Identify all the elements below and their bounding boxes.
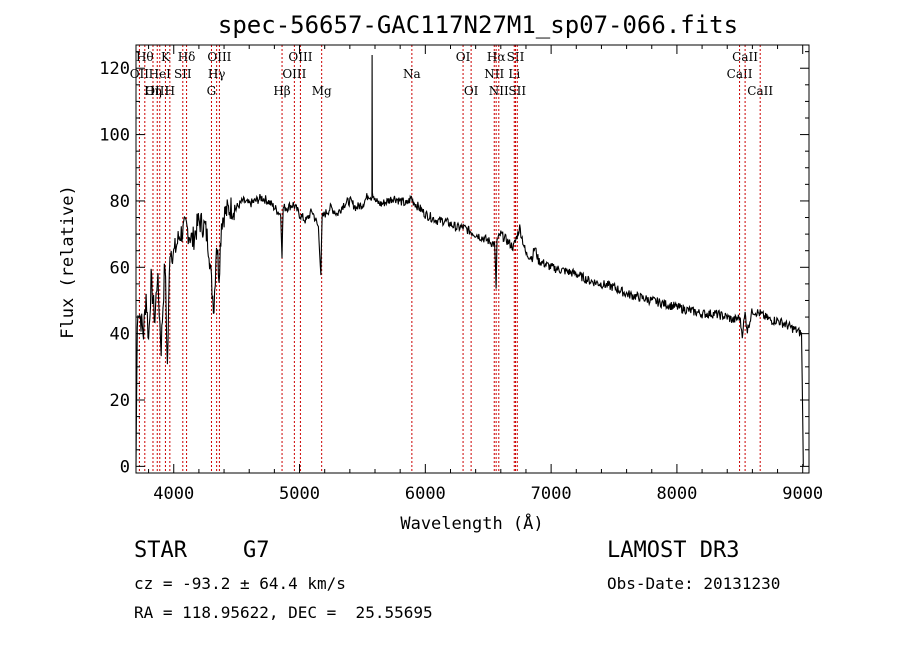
y-tick-label: 0 [120, 457, 130, 477]
line-marker-label: OII [130, 67, 150, 81]
line-marker-label: NII [489, 84, 509, 98]
line-marker-label: OIII [145, 84, 169, 98]
axis-ticks: 4000 5000 6000 7000 8000 9000 0 20 40 60 80 100 120 [99, 45, 823, 504]
line-marker-label: OIII [282, 67, 306, 81]
object-subclass: G7 [243, 538, 270, 563]
spectrum-line [135, 54, 804, 467]
line-marker-label: OIII [288, 50, 312, 64]
line-marker-label: Hγ [208, 67, 226, 81]
line-marker-label: NII [484, 67, 504, 81]
line-marker-label: SII [508, 84, 526, 98]
line-marker-label: Hθ [136, 50, 154, 64]
line-marker-label: Hβ [273, 84, 290, 98]
y-tick-label: 80 [110, 192, 130, 212]
line-marker-label: OI [456, 50, 471, 64]
line-marker-label: Hδ [178, 50, 196, 64]
line-marker-label: Li [508, 67, 520, 81]
y-tick-label: 40 [110, 325, 130, 345]
line-markers: OIIHθHηOIIIHeIKHSIIHδGHγOIIIHβOIIIOIIIMg… [130, 45, 773, 473]
y-tick-label: 120 [99, 59, 130, 79]
x-axis-label: Wavelength (Å) [400, 512, 543, 534]
line-marker-label: HeI [149, 67, 172, 81]
line-marker-label: OIII [207, 50, 231, 64]
survey-name: LAMOST DR3 [607, 538, 740, 563]
line-marker-label: Na [403, 67, 421, 81]
redshift-readout: cz = -93.2 ± 64.4 km/s [134, 574, 346, 593]
line-marker-label: K [161, 50, 171, 64]
y-tick-label: 100 [99, 126, 130, 146]
line-marker-label: CaII [732, 50, 758, 64]
y-tick-label: 20 [110, 391, 130, 411]
plot-frame [135, 44, 810, 474]
x-tick-label: 8000 [656, 484, 697, 504]
obs-date: Obs-Date: 20131230 [607, 574, 781, 593]
y-tick-label: 60 [110, 258, 130, 278]
x-tick-label: 4000 [153, 484, 194, 504]
line-marker-label: CaII [727, 67, 753, 81]
chart-title: spec-56657-GAC117N27M1_sp07-066.fits [218, 11, 738, 39]
line-marker-label: OI [464, 84, 479, 98]
line-marker-label: Mg [312, 84, 332, 98]
line-marker-label: H [165, 84, 175, 98]
line-marker-label: G [207, 84, 217, 98]
y-axis-label: Flux (relative) [58, 185, 78, 339]
ra-dec-readout: RA = 118.95622, DEC = 25.55695 [134, 603, 433, 622]
x-tick-label: 9000 [782, 484, 823, 504]
line-marker-label: CaII [747, 84, 773, 98]
x-tick-label: 5000 [279, 484, 320, 504]
x-tick-label: 7000 [531, 484, 572, 504]
line-marker-label: SII [174, 67, 192, 81]
x-tick-label: 6000 [405, 484, 446, 504]
line-marker-label: SII [507, 50, 525, 64]
line-marker-label: Hα [487, 50, 506, 64]
object-class: STAR [134, 538, 187, 563]
